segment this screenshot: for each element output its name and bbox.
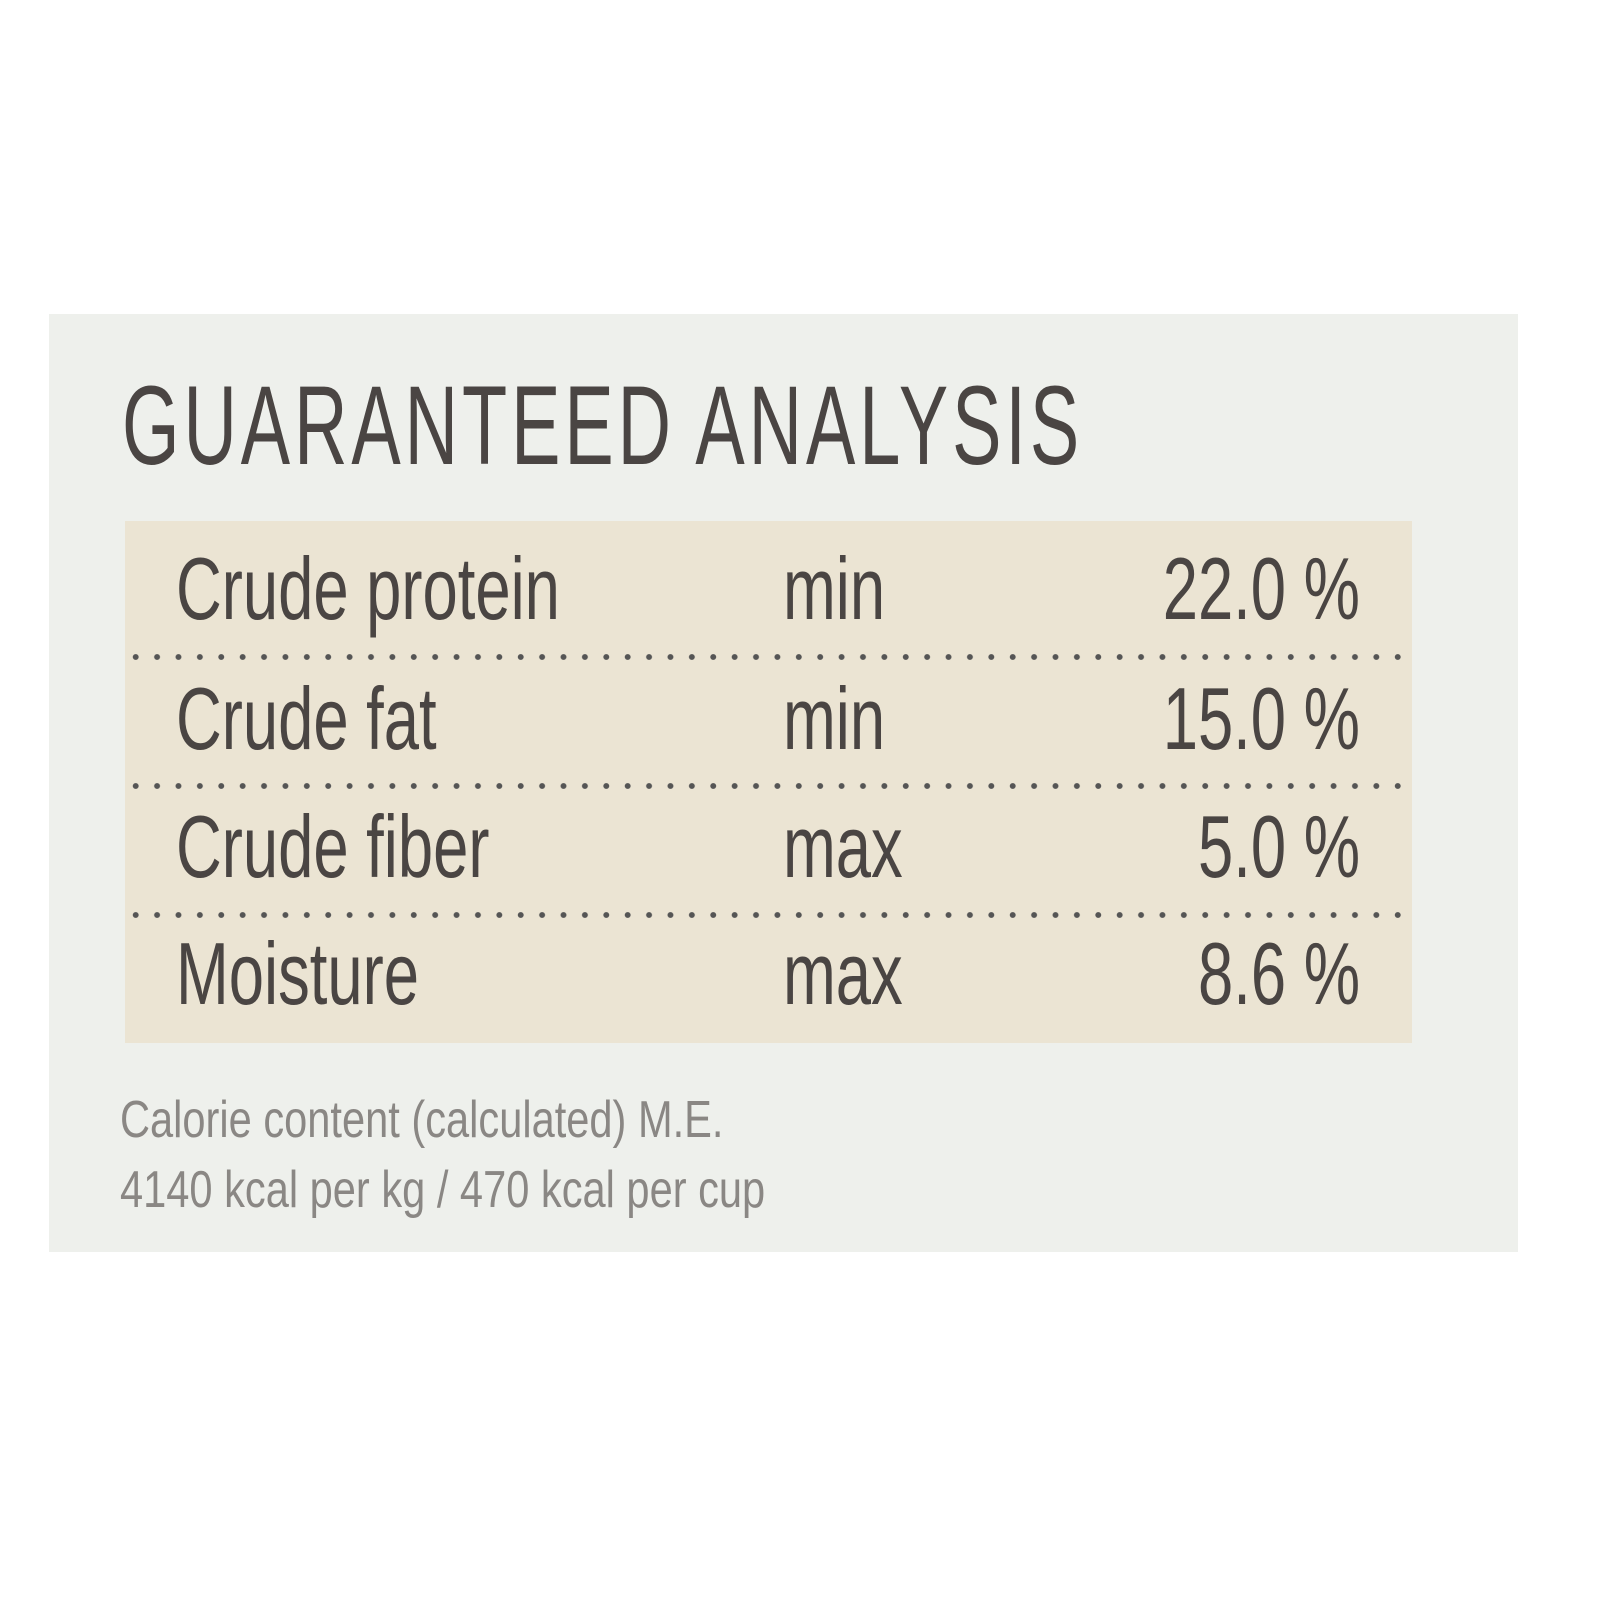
- nutrient-name: Crude fiber: [176, 797, 490, 896]
- label-title: GUARANTEED ANALYSIS: [122, 363, 1084, 488]
- table-row: Moisture max 8.6 %: [125, 906, 1412, 1036]
- table-row: Crude fiber max 5.0 %: [125, 779, 1412, 909]
- calorie-content-line: Calorie content (calculated) M.E.: [120, 1091, 724, 1149]
- nutrient-qualifier: max: [783, 797, 903, 896]
- nutrient-name: Crude protein: [176, 539, 560, 638]
- dotted-divider: [125, 653, 1412, 661]
- calorie-values-line: 4140 kcal per kg / 470 kcal per cup: [120, 1161, 766, 1219]
- dotted-divider: [125, 782, 1412, 790]
- nutrient-name: Crude fat: [176, 669, 437, 768]
- nutrient-qualifier: min: [783, 669, 886, 768]
- nutrient-value: 22.0 %: [1162, 539, 1360, 638]
- analysis-table: Crude protein min 22.0 % Crude fat min 1…: [125, 521, 1412, 1043]
- nutrient-qualifier: max: [783, 924, 903, 1023]
- nutrient-value: 15.0 %: [1162, 669, 1360, 768]
- nutrient-value: 8.6 %: [1197, 924, 1360, 1023]
- dotted-divider: [125, 911, 1412, 919]
- nutrient-name: Moisture: [176, 924, 419, 1023]
- nutrient-value: 5.0 %: [1197, 797, 1360, 896]
- table-row: Crude fat min 15.0 %: [125, 651, 1412, 781]
- table-row: Crude protein min 22.0 %: [125, 521, 1412, 651]
- nutrient-qualifier: min: [783, 539, 886, 638]
